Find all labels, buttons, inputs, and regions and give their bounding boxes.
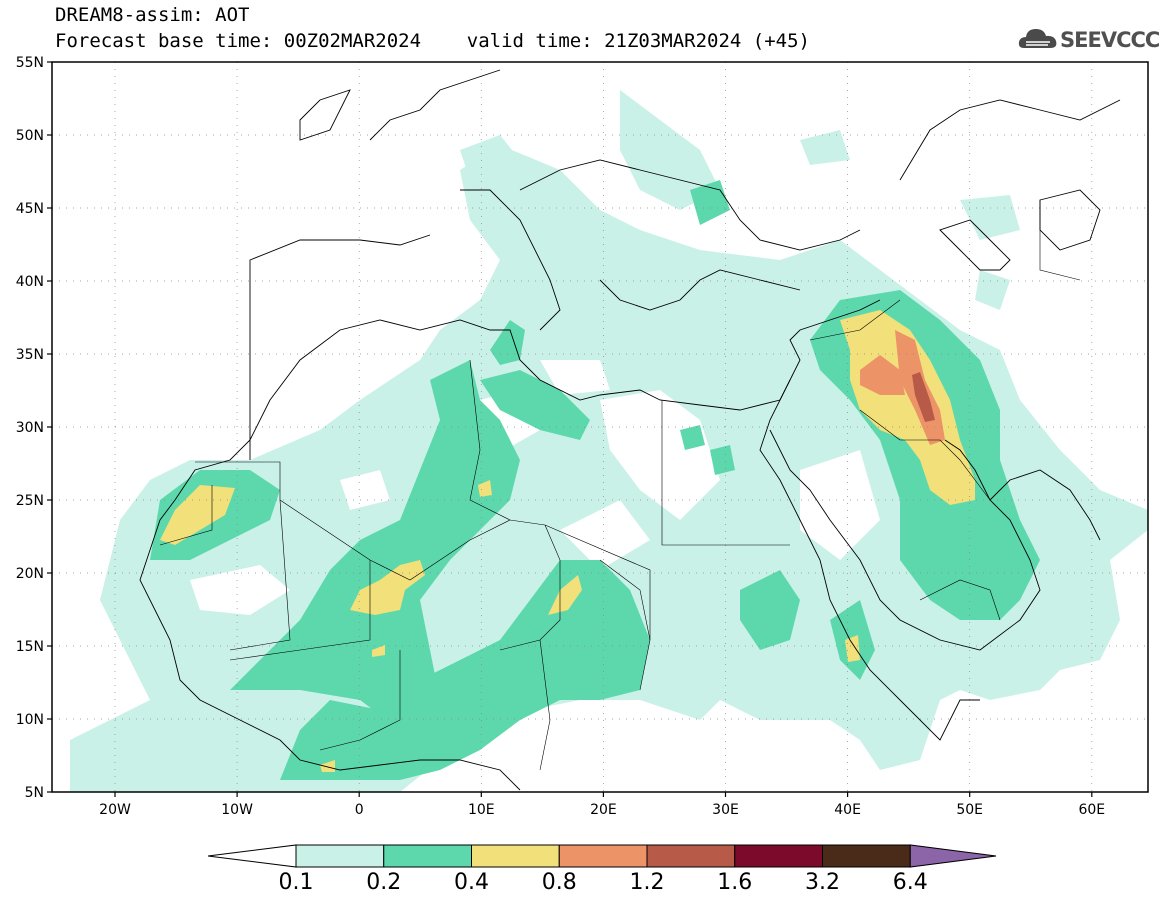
lat-label: 5N bbox=[25, 785, 44, 801]
colorbar-label: 6.4 bbox=[893, 870, 928, 895]
colorbar-segment bbox=[822, 844, 911, 868]
colorbar: 0.1 0.2 0.4 0.8 1.2 1.6 3.2 6.4 bbox=[207, 844, 997, 895]
longitude-labels: 20W 10W 0 10E 20E 30E 40E 50E 60E bbox=[99, 792, 1105, 818]
lat-label: 15N bbox=[16, 639, 44, 655]
map-title: DREAM8-assim: AOT bbox=[55, 4, 250, 26]
colorbar-segment bbox=[471, 844, 560, 868]
lat-label: 25N bbox=[16, 493, 44, 509]
colorbar-segment bbox=[734, 844, 823, 868]
lat-label: 10N bbox=[16, 712, 44, 728]
colorbar-lower-arrow bbox=[207, 844, 297, 868]
colorbar-label: 0.1 bbox=[279, 870, 314, 895]
lat-label: 45N bbox=[16, 201, 44, 217]
lat-label: 50N bbox=[16, 128, 44, 144]
cloud-icon bbox=[1018, 29, 1057, 48]
colorbar-label: 3.2 bbox=[805, 870, 840, 895]
lon-label: 30E bbox=[712, 802, 739, 818]
lon-label: 0 bbox=[355, 802, 364, 818]
country-borders bbox=[159, 200, 1081, 771]
colorbar-segment bbox=[295, 844, 385, 868]
colorbar-label: 0.8 bbox=[542, 870, 577, 895]
seevccc-logo: SEEVCCC bbox=[1018, 24, 1160, 58]
lon-label: 20E bbox=[590, 802, 617, 818]
lat-label: 30N bbox=[16, 420, 44, 436]
lon-label: 20W bbox=[99, 802, 131, 818]
aot-level-1.2 bbox=[912, 372, 935, 422]
latitude-labels: 55N 50N 45N 40N 35N 30N 25N 20N 15N 10N 5N bbox=[16, 55, 52, 801]
colorbar-segment bbox=[383, 844, 472, 868]
lat-label: 20N bbox=[16, 566, 44, 582]
colorbar-label: 0.4 bbox=[454, 870, 489, 895]
aot-clear-patches bbox=[190, 360, 880, 615]
colorbar-label: 1.6 bbox=[717, 870, 752, 895]
lat-label: 35N bbox=[16, 347, 44, 363]
colorbar-label: 1.2 bbox=[630, 870, 665, 895]
aot-field bbox=[70, 90, 1148, 792]
map-grid bbox=[52, 62, 1148, 792]
lat-label: 55N bbox=[16, 55, 44, 71]
coastlines bbox=[139, 69, 1121, 791]
lon-label: 10E bbox=[468, 802, 495, 818]
colorbar-segment bbox=[558, 844, 648, 868]
lon-label: 10W bbox=[221, 802, 253, 818]
lon-label: 40E bbox=[834, 802, 861, 818]
colorbar-segment bbox=[646, 844, 736, 868]
lon-label: 50E bbox=[956, 802, 983, 818]
lon-label: 60E bbox=[1078, 802, 1105, 818]
aot-level-0.4 bbox=[160, 310, 975, 772]
forecast-time-label: Forecast base time: 00Z02MAR2024 valid t… bbox=[55, 30, 810, 52]
colorbar-upper-arrow bbox=[909, 844, 997, 868]
logo-text: SEEVCCC bbox=[1060, 28, 1160, 52]
colorbar-label: 0.2 bbox=[366, 870, 401, 895]
lat-label: 40N bbox=[16, 274, 44, 290]
